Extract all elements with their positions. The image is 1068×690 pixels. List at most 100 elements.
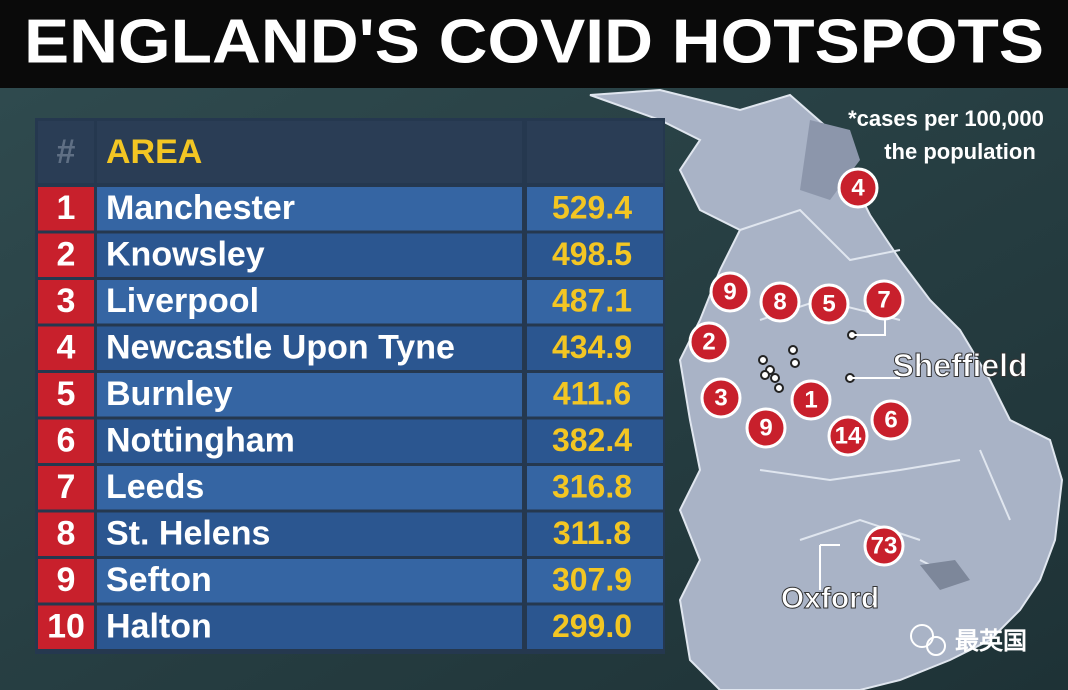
value-cell <box>527 326 663 370</box>
area-name: Nottingham <box>106 422 295 460</box>
area-name: Halton <box>106 608 212 646</box>
rank: 6 <box>57 422 76 460</box>
area-name: St. Helens <box>106 515 270 553</box>
rank: 5 <box>57 375 76 413</box>
rank-cell <box>38 373 94 417</box>
rank-cell <box>38 605 94 649</box>
area-cell <box>97 512 522 556</box>
marker-label: 7 <box>877 286 890 313</box>
rank: 8 <box>57 515 76 553</box>
marker-label: 14 <box>835 422 862 449</box>
table: # AREA 1 Manchester 529.4 2 Knowsley 498.5 3 Li… <box>35 118 665 654</box>
rank: 2 <box>57 236 76 274</box>
marker-label: 9 <box>723 278 736 305</box>
map-marker <box>790 379 832 421</box>
map-marker <box>808 283 850 325</box>
area-name: Burnley <box>106 375 233 413</box>
case-rate: 299.0 <box>552 608 632 644</box>
area-cell <box>97 419 522 463</box>
value-cell <box>527 466 663 510</box>
map-marker <box>688 321 730 363</box>
map-marker <box>745 407 787 449</box>
marker-label: 1 <box>804 386 817 413</box>
area-name: Leeds <box>106 468 204 506</box>
marker-label: 73 <box>871 532 898 559</box>
place-label: Oxford <box>781 582 879 615</box>
value-cell <box>527 233 663 277</box>
marker-label: 8 <box>773 288 786 315</box>
rank-cell <box>38 512 94 556</box>
marker-label: 4 <box>851 174 865 201</box>
rank-cell <box>38 466 94 510</box>
rank: 9 <box>57 561 76 599</box>
rank-cell <box>38 187 94 231</box>
map-marker <box>827 415 869 457</box>
value-cell <box>527 605 663 649</box>
area-cell <box>97 559 522 603</box>
marker-label: 9 <box>759 414 772 441</box>
marker-label: 6 <box>884 406 897 433</box>
rank-cell <box>38 280 94 324</box>
area-name: Sefton <box>106 561 212 599</box>
header-area: AREA <box>106 133 202 171</box>
area-cell <box>97 466 522 510</box>
header-cell <box>38 121 94 183</box>
header-cell <box>97 121 522 183</box>
watermark-text: 最英国 <box>955 627 1027 655</box>
title-bar <box>0 0 1068 88</box>
rank: 10 <box>47 608 85 646</box>
header-cell <box>527 121 663 183</box>
rank: 3 <box>57 282 76 320</box>
pointer-lines <box>819 318 900 590</box>
area-name: Knowsley <box>106 236 265 274</box>
london-region <box>920 560 970 590</box>
header-rank: # <box>57 133 76 171</box>
area-name: Liverpool <box>106 282 259 320</box>
case-rate: 307.9 <box>552 562 632 598</box>
note: the population <box>884 139 1036 164</box>
value-cell <box>527 373 663 417</box>
value-cell <box>527 559 663 603</box>
area-cell <box>97 373 522 417</box>
map-marker <box>700 377 742 419</box>
marker-label: 5 <box>822 290 835 317</box>
rank-cell <box>38 233 94 277</box>
map-marker <box>709 271 751 313</box>
case-rate: 316.8 <box>552 469 632 505</box>
area-name: Newcastle Upon Tyne <box>106 329 455 367</box>
area-name: Manchester <box>106 189 295 227</box>
case-rate: 411.6 <box>553 376 631 412</box>
rank: 1 <box>57 189 76 227</box>
case-rate: 529.4 <box>552 190 632 226</box>
watermark: 最英国 <box>910 624 1027 656</box>
map-marker <box>863 525 905 567</box>
area-cell <box>97 326 522 370</box>
rank-cell <box>38 559 94 603</box>
marker-label: 3 <box>714 384 727 411</box>
area-cell <box>97 280 522 324</box>
map-marker <box>759 281 801 323</box>
map-marker <box>837 167 879 209</box>
rank-cell <box>38 419 94 463</box>
case-rate: 434.9 <box>552 329 632 365</box>
case-rate: 382.4 <box>552 422 632 458</box>
city-dots <box>758 330 857 393</box>
title: ENGLAND'S COVID HOTSPOTS <box>24 7 1044 76</box>
area-cell <box>97 605 522 649</box>
value-cell <box>527 280 663 324</box>
map-marker <box>870 399 912 441</box>
map-marker <box>863 279 905 321</box>
area-cell <box>97 233 522 277</box>
case-rate: 311.8 <box>553 515 631 551</box>
marker-label: 2 <box>702 328 715 355</box>
case-rate: 487.1 <box>552 283 632 319</box>
note: *cases per 100,000 <box>848 106 1044 131</box>
value-cell <box>527 419 663 463</box>
place-label: Sheffield <box>892 347 1027 383</box>
rank-cell <box>38 326 94 370</box>
area-cell <box>97 187 522 231</box>
rank: 7 <box>57 468 76 506</box>
rank: 4 <box>57 329 76 367</box>
value-cell <box>527 512 663 556</box>
